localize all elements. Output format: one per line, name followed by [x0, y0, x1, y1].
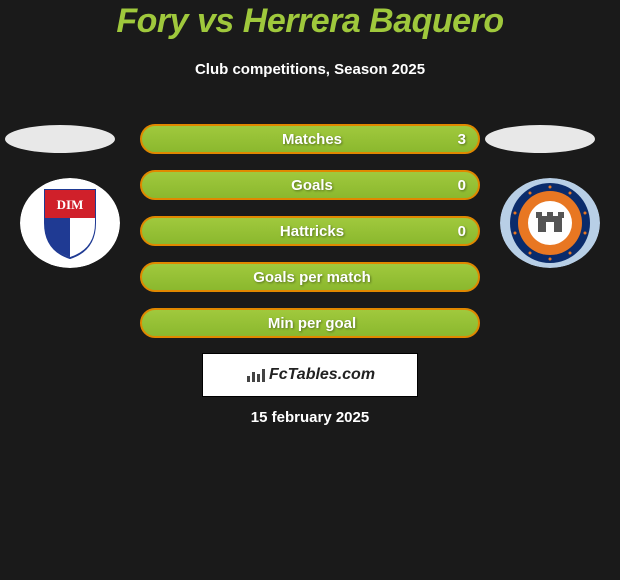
fctables-logo[interactable]: FcTables.com [202, 353, 418, 397]
stat-pill-min-per-goal: Min per goal [140, 308, 480, 338]
page-title: Fory vs Herrera Baquero [0, 2, 620, 41]
stat-pill-goals-per-match: Goals per match [140, 262, 480, 292]
team-right-crest [500, 178, 600, 268]
player-left-placeholder [5, 125, 115, 153]
date-text: 15 february 2025 [0, 409, 620, 426]
bar-chart-icon [245, 367, 265, 383]
stat-pill-goals: Goals 0 [140, 170, 480, 200]
stat-label: Goals per match [142, 269, 482, 286]
stat-label: Goals [142, 177, 482, 194]
stat-pill-hattricks: Hattricks 0 [140, 216, 480, 246]
stat-value: 0 [458, 223, 466, 240]
stat-value: 0 [458, 177, 466, 194]
team-left-crest: DIM [20, 178, 120, 268]
stat-pill-matches: Matches 3 [140, 124, 480, 154]
logo-text: FcTables.com [269, 366, 375, 384]
stat-label: Hattricks [142, 223, 482, 240]
player-right-placeholder [485, 125, 595, 153]
stat-value: 3 [458, 131, 466, 148]
svg-text:DIM: DIM [57, 197, 84, 212]
stat-label: Matches [142, 131, 482, 148]
stat-label: Min per goal [142, 315, 482, 332]
page-subtitle: Club competitions, Season 2025 [0, 61, 620, 78]
